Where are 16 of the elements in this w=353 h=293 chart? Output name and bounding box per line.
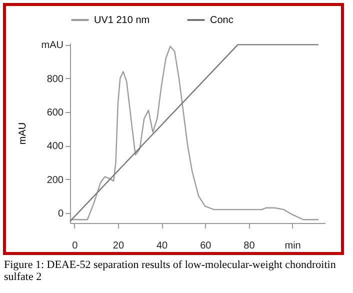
x-tick-label: 60 (200, 240, 212, 252)
x-tick-label: 0 (72, 240, 78, 252)
legend-label: Conc (210, 15, 234, 26)
legend-label: UV1 210 nm (94, 15, 150, 26)
y-tick-label: mAU (41, 40, 64, 52)
x-tick-label: min (284, 240, 301, 252)
x-tick-label: 80 (244, 240, 256, 252)
y-tick-label: 400 (46, 141, 64, 152)
x-tick-label: 40 (156, 240, 168, 252)
y-tick-label: 800 (46, 74, 64, 85)
caption: Figure 1: DEAE-52 separation results of low-molecular-weight chondroitin sulfate 2 (4, 259, 337, 283)
y-axis-title: mAU (17, 122, 28, 145)
y-tick-label: 600 (46, 107, 64, 118)
y-tick-label: 0 (58, 208, 64, 220)
y-tick-label: 200 (46, 174, 64, 186)
x-tick-label: 20 (112, 240, 124, 252)
